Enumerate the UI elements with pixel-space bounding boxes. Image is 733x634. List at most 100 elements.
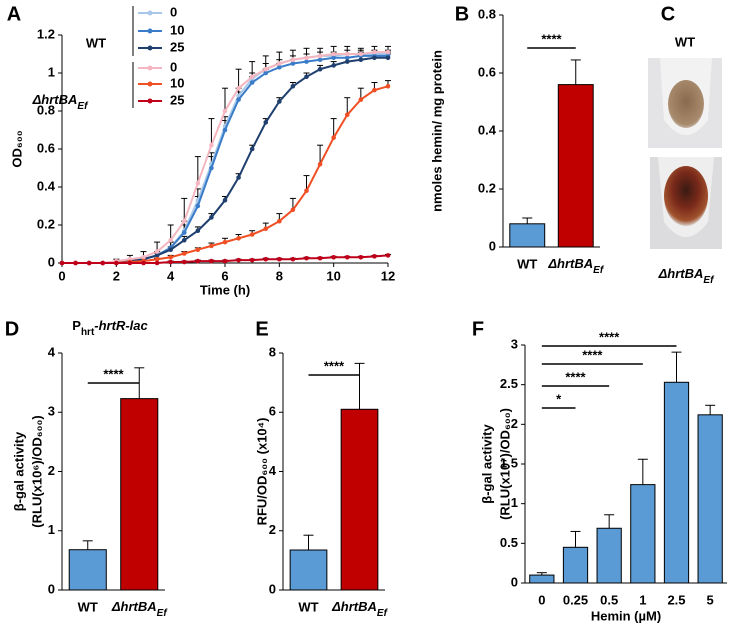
marker (331, 51, 336, 57)
bar (68, 549, 107, 591)
x-tick-label: 1 (639, 592, 646, 607)
marker (195, 247, 201, 252)
marker (100, 260, 106, 266)
y-axis-label: β-gal activity (479, 424, 494, 504)
photo-label-part: ΔhrtBA (658, 266, 704, 281)
marker (249, 257, 255, 263)
photo-label: WT (675, 34, 695, 49)
x-tick-label-part: ΔhrtBA (547, 256, 593, 271)
marker (168, 237, 173, 243)
marker (358, 97, 364, 102)
y-axis-label: (RLU(x10⁷)/OD₆₀₀) (497, 408, 512, 520)
pellet (668, 80, 704, 128)
x-tick-label-part: Ef (157, 608, 169, 619)
y-tick-label: 4 (48, 344, 56, 359)
bar (340, 408, 379, 591)
marker (86, 260, 92, 266)
x-axis-label: Time (h) (200, 282, 250, 297)
bar (509, 223, 546, 248)
line (62, 54, 388, 264)
x-tick-label: WT (517, 256, 537, 271)
y-tick-label: 0 (269, 581, 276, 596)
marker (154, 253, 160, 258)
y-tick-label: 2 (511, 416, 518, 431)
bar (557, 84, 594, 248)
significance-label: **** (599, 329, 620, 344)
marker (114, 260, 119, 266)
panel-title-part: -hrtR-lac (94, 318, 148, 333)
panel-label: E (255, 318, 268, 340)
y-tick-label: 8 (269, 344, 276, 359)
y-tick-label: 0 (48, 254, 55, 269)
marker (263, 226, 269, 232)
x-axis-label: Hemin (µM) (591, 608, 661, 623)
marker (222, 108, 228, 114)
legend-label: 25 (170, 92, 184, 107)
legend-swatch-marker (147, 98, 153, 104)
x-tick-label: 0 (538, 592, 545, 607)
y-axis-label: nmoles hemin/ mg protein (429, 50, 444, 212)
marker (263, 70, 269, 76)
marker (344, 55, 350, 61)
panel-title-part: hrt (81, 327, 95, 338)
legend-label: 10 (170, 75, 184, 90)
x-tick-label: 0.5 (600, 592, 618, 607)
marker (222, 239, 228, 245)
marker (195, 258, 201, 264)
bar (697, 414, 723, 584)
marker (385, 84, 391, 89)
bar (663, 381, 690, 584)
marker (317, 53, 323, 59)
x-tick-label: 12 (381, 268, 395, 283)
x-tick-label: 10 (326, 268, 340, 283)
x-tick-label: 4 (167, 268, 175, 283)
legend-label: 10 (170, 22, 184, 37)
marker (317, 161, 323, 167)
marker (344, 51, 350, 57)
marker (59, 260, 65, 266)
legend-swatch-marker (147, 45, 153, 51)
bar (529, 574, 555, 584)
y-axis-label: (RLU(x10⁶)/OD₆₀₀) (29, 415, 44, 527)
marker (277, 65, 282, 70)
legend-group-part: Ef (77, 101, 89, 112)
marker (181, 218, 187, 224)
marker (290, 61, 296, 66)
photo-label-part: Ef (703, 275, 715, 286)
marker (331, 135, 336, 140)
marker (73, 260, 78, 266)
marker (331, 63, 336, 68)
marker (249, 232, 255, 237)
marker (372, 49, 377, 55)
marker (236, 175, 241, 180)
marker (372, 55, 377, 61)
y-tick-label: 6 (269, 404, 276, 419)
marker (168, 247, 173, 252)
marker (372, 87, 377, 93)
y-tick-label: 0.2 (37, 216, 55, 231)
y-axis-label: β-gal activity (11, 431, 26, 511)
y-tick-label: 0.8 (37, 102, 55, 117)
marker (385, 253, 391, 258)
marker (181, 251, 187, 256)
marker (304, 255, 309, 261)
panel-label: F (472, 318, 484, 340)
x-tick-label: 0 (58, 268, 65, 283)
bar (562, 546, 589, 584)
legend-label: 0 (170, 4, 177, 19)
legend-group: ΔhrtBAEf (32, 92, 90, 112)
x-tick-label: 6 (221, 268, 228, 283)
panel-label: A (7, 3, 21, 25)
bar (120, 398, 159, 591)
significance-label: **** (541, 31, 562, 46)
marker (344, 112, 350, 118)
line (62, 51, 388, 264)
y-tick-label: 1.5 (500, 455, 518, 470)
marker (236, 257, 241, 263)
marker (209, 165, 214, 171)
legend-label: 0 (170, 59, 177, 74)
marker (290, 57, 296, 62)
marker (222, 258, 228, 264)
x-tick-label: 2.5 (667, 592, 685, 607)
marker (249, 146, 255, 152)
